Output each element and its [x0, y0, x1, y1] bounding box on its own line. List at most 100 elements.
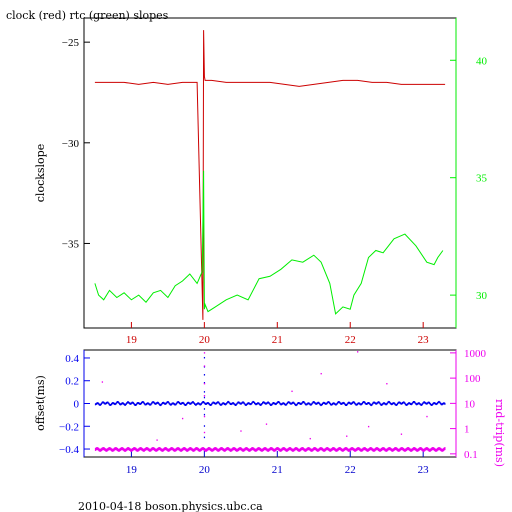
offset-point — [117, 401, 119, 404]
offset-point — [130, 402, 132, 405]
rndtrip-outlier-point — [203, 365, 206, 367]
offset-point — [388, 401, 391, 404]
offset-point — [401, 402, 403, 405]
offset-point — [444, 402, 446, 405]
offset-point — [315, 402, 317, 405]
rndtrip-point — [239, 447, 241, 451]
rndtrip-point — [230, 448, 232, 452]
rndtrip-point — [132, 447, 135, 451]
rndtrip-point — [434, 448, 436, 452]
rndtrip-point — [178, 447, 180, 451]
rndtrip-point — [281, 447, 283, 451]
offset-point — [236, 402, 238, 405]
offset-point — [213, 401, 215, 404]
offset-point — [200, 402, 202, 405]
rndtrip-point — [391, 448, 393, 452]
rndtrip-point — [171, 447, 173, 451]
offset-point — [369, 402, 371, 405]
rndtrip-point — [375, 447, 377, 451]
offset-point — [156, 402, 158, 405]
rndtrip-point — [159, 447, 161, 451]
offset-point — [389, 402, 391, 405]
offset-point — [386, 403, 388, 406]
rndtrip-point — [269, 447, 271, 451]
rndtrip-point — [396, 448, 399, 452]
offset-point — [432, 402, 434, 405]
offset-point — [388, 400, 390, 403]
rndtrip-point — [442, 448, 444, 452]
rndtrip-point — [331, 447, 333, 451]
offset-point — [186, 403, 188, 406]
bottom-y2-tick-label: 1 — [464, 424, 470, 436]
rndtrip-point — [232, 447, 234, 451]
offset-point — [234, 403, 236, 406]
rndtrip-point — [105, 448, 108, 452]
rndtrip-point — [380, 448, 382, 452]
rndtrip-point — [318, 448, 320, 452]
rndtrip-point — [318, 447, 321, 451]
offset-point — [368, 402, 370, 405]
offset-point — [375, 402, 377, 405]
offset-point — [410, 403, 412, 406]
offset-point — [294, 403, 296, 406]
rndtrip-point — [268, 448, 270, 452]
rndtrip-point — [145, 447, 147, 451]
offset-point — [255, 403, 257, 406]
rndtrip-point — [210, 448, 213, 452]
offset-point — [250, 403, 252, 406]
offset-point — [105, 402, 108, 404]
rndtrip-point — [426, 447, 428, 451]
rndtrip-point — [377, 447, 379, 451]
rndtrip-point — [122, 447, 124, 451]
bottom-y2-axis-label: rnd-trip(ms) — [493, 399, 506, 467]
rndtrip-point — [374, 448, 376, 452]
offset-point — [100, 402, 102, 405]
rndtrip-point — [341, 448, 343, 452]
rndtrip-outlier-point — [400, 433, 403, 435]
offset-point — [437, 401, 439, 404]
rndtrip-point — [251, 447, 253, 451]
offset-point — [332, 402, 334, 405]
offset-point — [308, 402, 310, 405]
offset-point — [215, 402, 217, 405]
rndtrip-point — [213, 447, 215, 451]
rndtrip-point — [416, 448, 418, 452]
offset-point — [132, 402, 135, 405]
rndtrip-point — [259, 447, 261, 451]
rndtrip-point — [380, 448, 383, 451]
offset-point — [409, 402, 411, 405]
rndtrip-point — [125, 448, 127, 452]
offset-point — [256, 402, 259, 405]
bottom-y-tick-label: 0 — [74, 399, 80, 411]
rndtrip-point — [284, 447, 286, 451]
offset-point — [417, 402, 419, 405]
offset-point — [295, 404, 297, 407]
rndtrip-point — [243, 448, 245, 452]
offset-point — [390, 402, 392, 405]
offset-point — [415, 402, 417, 405]
rndtrip-point — [260, 448, 262, 452]
offset-point — [397, 401, 399, 404]
offset-point — [261, 403, 263, 405]
offset-point — [165, 402, 167, 405]
rndtrip-point — [126, 447, 128, 451]
rndtrip-point — [431, 447, 434, 451]
offset-point — [305, 403, 307, 406]
offset-point — [197, 402, 199, 405]
rndtrip-point — [181, 448, 183, 452]
rndtrip-point — [309, 447, 311, 451]
rndtrip-point — [289, 447, 291, 451]
rndtrip-point — [248, 448, 250, 452]
offset-point — [408, 402, 410, 405]
rndtrip-point — [360, 448, 362, 452]
offset-point — [268, 402, 270, 405]
rndtrip-point — [130, 448, 132, 452]
offset-point — [256, 403, 258, 405]
rndtrip-point — [103, 447, 105, 451]
offset-point — [208, 402, 210, 405]
rndtrip-point — [221, 447, 224, 451]
rndtrip-point — [353, 448, 356, 452]
offset-point — [135, 403, 137, 406]
offset-point — [318, 402, 321, 405]
offset-point — [152, 401, 154, 404]
